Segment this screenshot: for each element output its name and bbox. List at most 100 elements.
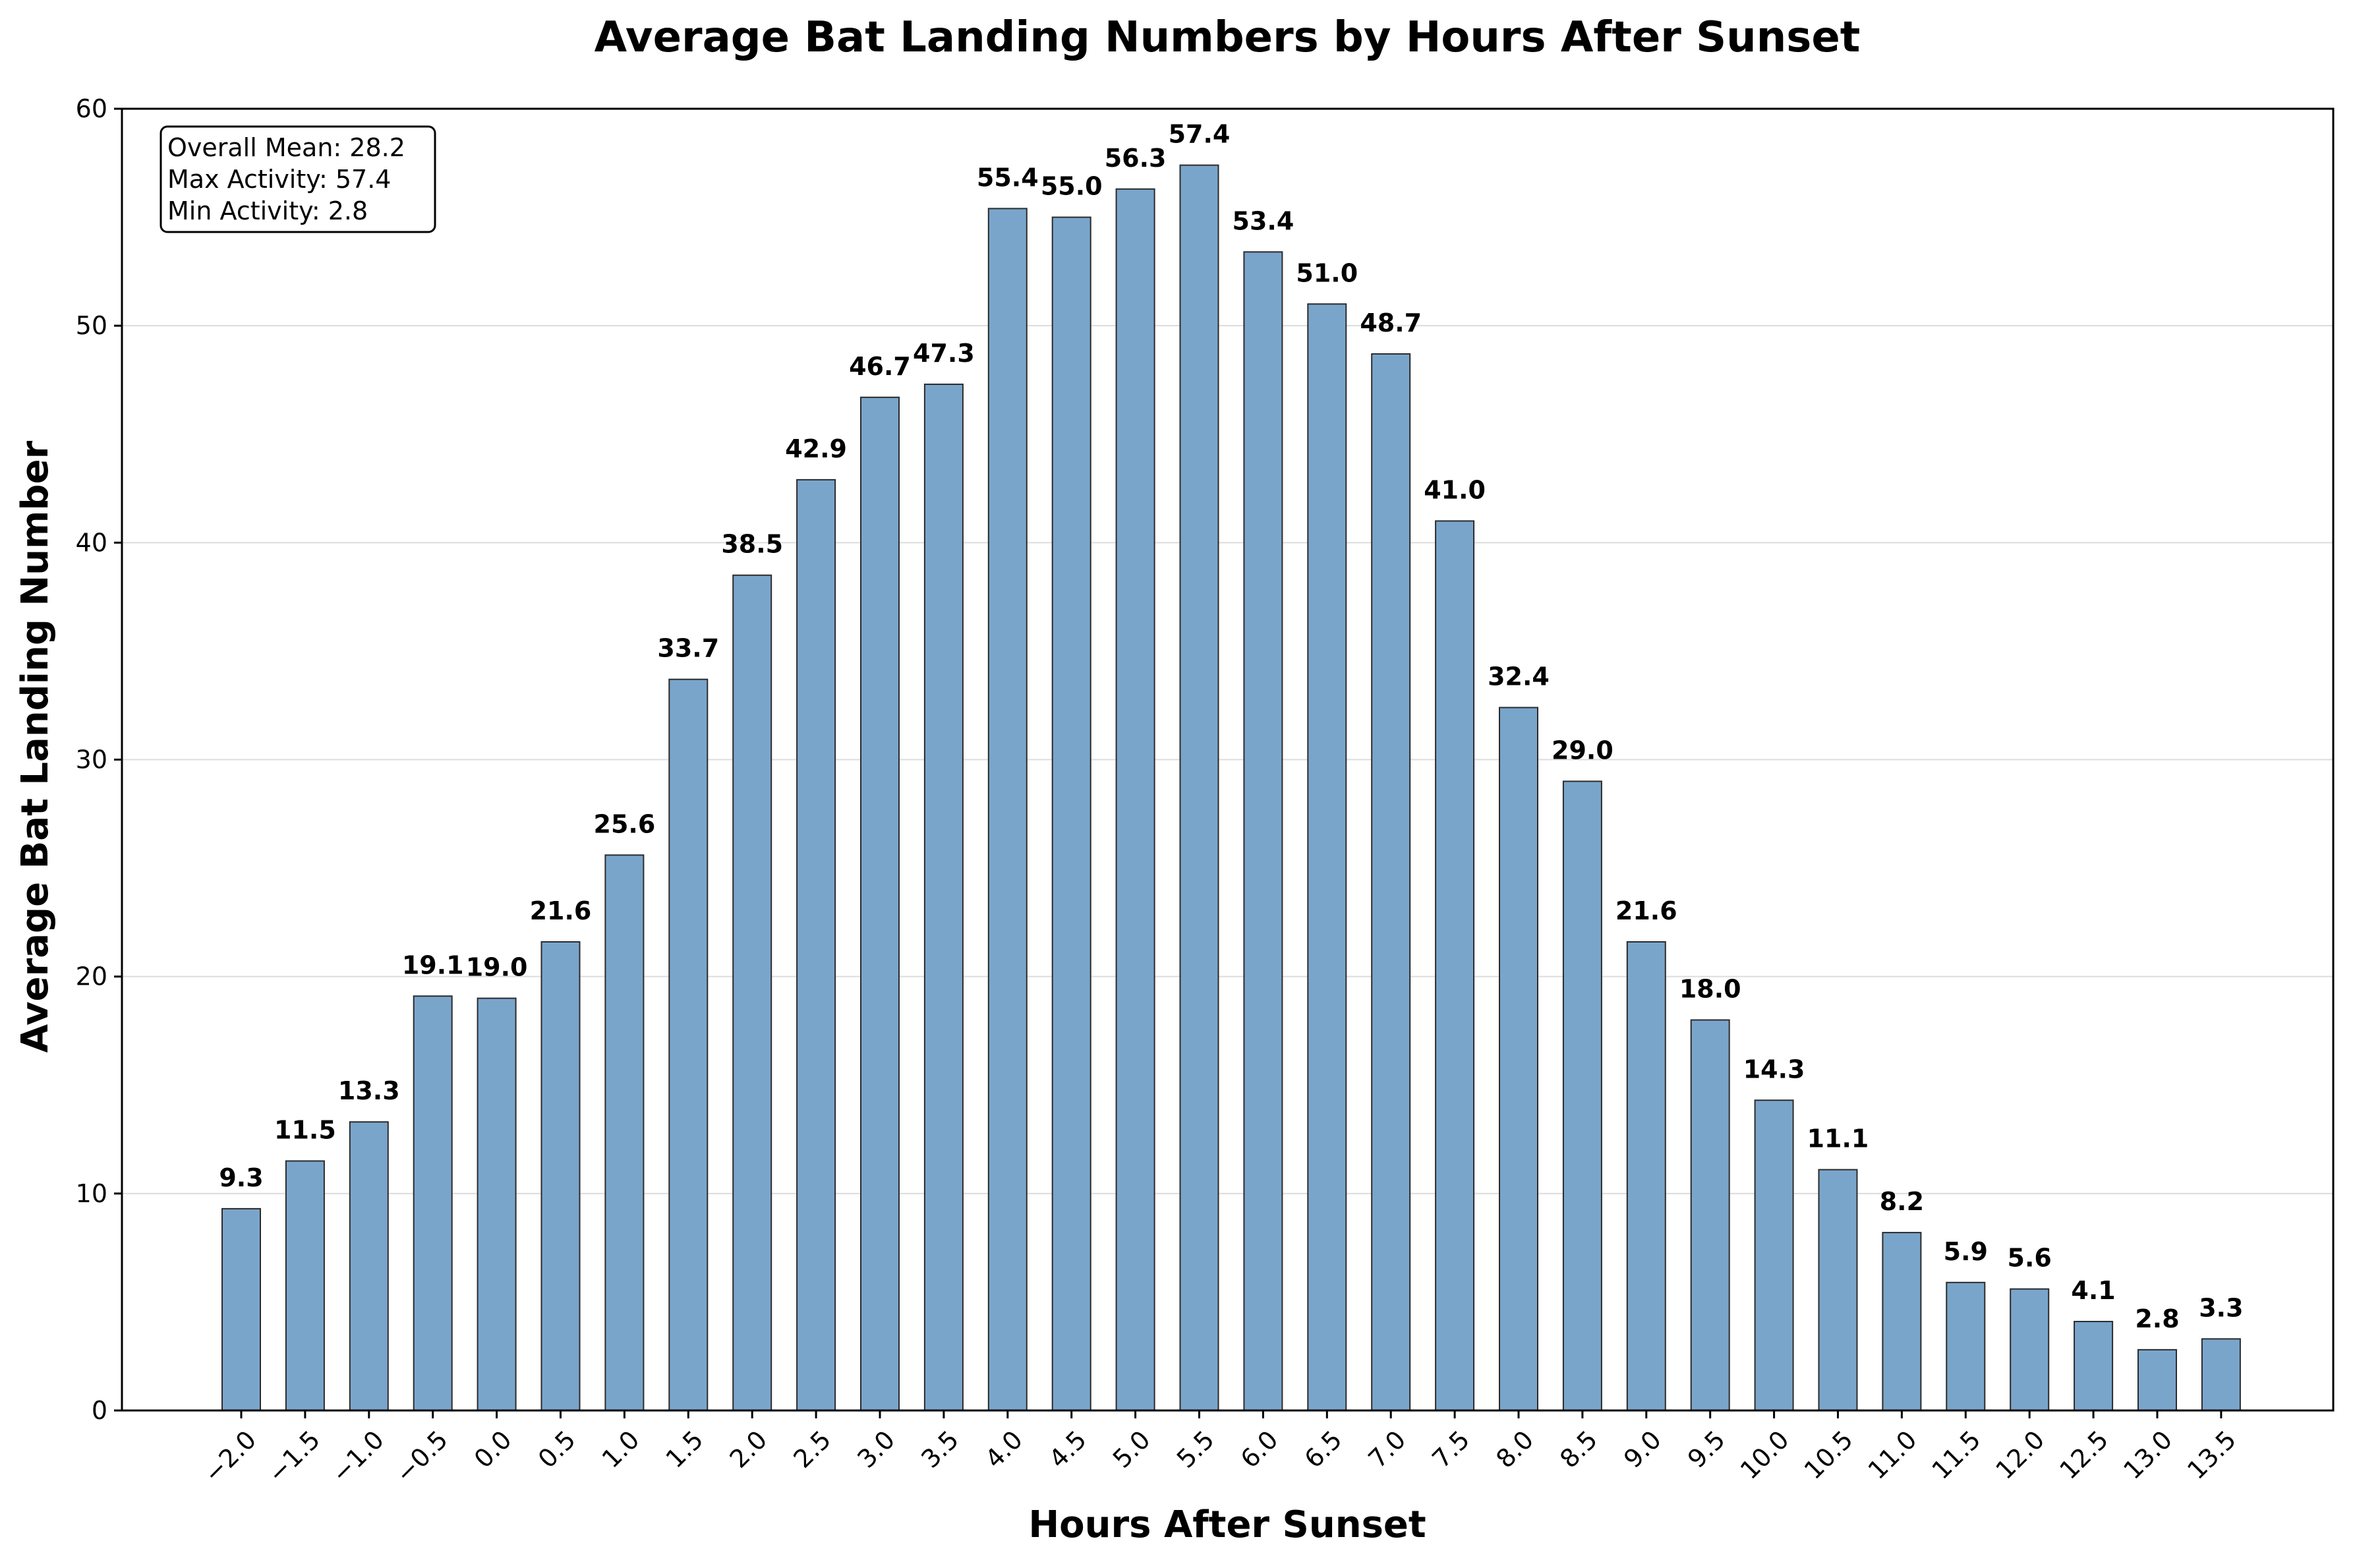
data-label: 56.3: [1105, 144, 1167, 173]
bar: [860, 396, 900, 1412]
stats-mean: Overall Mean: 28.2: [167, 133, 405, 162]
data-label: 57.4: [1169, 120, 1231, 149]
x-tick-label: 2.5: [788, 1425, 836, 1474]
bar: [1243, 251, 1283, 1411]
x-tick-label: 5.5: [1171, 1425, 1220, 1474]
x-tick-label: 12.5: [2054, 1425, 2114, 1485]
x-tick-label: 6.0: [1235, 1425, 1284, 1474]
data-label: 3.3: [2199, 1293, 2243, 1322]
bar: [1562, 780, 1602, 1411]
data-label: 13.3: [338, 1076, 400, 1105]
x-tick-label: 7.5: [1426, 1425, 1475, 1474]
bar: [923, 384, 964, 1412]
grid-lines: [122, 325, 2333, 1194]
y-tick-label: 20: [76, 962, 107, 991]
bar: [1307, 303, 1347, 1411]
y-tick-label: 60: [76, 94, 107, 123]
data-label: 47.3: [913, 339, 975, 368]
x-tick-label: 11.5: [1927, 1425, 1987, 1485]
stats-box-frame: [160, 125, 436, 233]
bar: [1690, 1019, 1730, 1411]
x-tick-label: −1.0: [326, 1425, 390, 1488]
x-tick-label: 13.0: [2118, 1425, 2178, 1485]
data-label: 8.2: [1880, 1187, 1924, 1216]
bar: [796, 479, 836, 1411]
data-label: 11.5: [274, 1115, 336, 1144]
bar: [1179, 164, 1219, 1411]
bar: [1882, 1232, 1922, 1412]
bar: [1435, 520, 1475, 1412]
y-tick-label: 40: [76, 528, 107, 557]
bar: [668, 678, 709, 1411]
x-tick-label: 4.0: [979, 1425, 1028, 1474]
x-tick-label: 10.0: [1735, 1425, 1795, 1485]
bar: [349, 1121, 389, 1412]
data-label: 46.7: [849, 352, 911, 381]
x-tick-label: 13.5: [2182, 1425, 2242, 1485]
data-label: 4.1: [2071, 1276, 2115, 1305]
data-label: 25.6: [594, 809, 656, 838]
x-tick-label: 8.5: [1554, 1425, 1603, 1474]
data-label: 19.1: [402, 950, 464, 979]
y-axis-label: Average Bat Landing Number: [14, 440, 57, 1053]
x-tick-label: 12.0: [1990, 1425, 2050, 1485]
plot-frame: [121, 107, 2335, 1412]
x-tick-label: 2.0: [724, 1425, 773, 1474]
data-label: 55.4: [977, 163, 1039, 192]
data-label: 19.0: [466, 953, 528, 982]
bar: [1754, 1099, 1794, 1411]
x-tick-label: −0.5: [390, 1425, 453, 1488]
x-tick-label: −2.0: [198, 1425, 262, 1488]
bar: [1946, 1281, 1986, 1411]
data-label: 32.4: [1488, 662, 1550, 691]
x-tick-label: 8.0: [1490, 1425, 1539, 1474]
bar: [987, 208, 1028, 1412]
bars: [221, 164, 2241, 1412]
x-tick-label: 10.5: [1799, 1425, 1859, 1485]
x-tick-label: 4.5: [1043, 1425, 1092, 1474]
x-tick-label: 6.5: [1299, 1425, 1348, 1474]
bar: [2074, 1321, 2114, 1411]
y-tick-label: 10: [76, 1179, 107, 1208]
bar: [540, 941, 581, 1411]
bar: [2201, 1338, 2241, 1411]
data-label: 5.6: [2008, 1244, 2052, 1273]
bar: [1818, 1169, 1858, 1411]
x-tick-label: 7.0: [1363, 1425, 1412, 1474]
bar: [604, 854, 645, 1412]
x-tick-label: 3.5: [915, 1425, 964, 1474]
x-tick-label: 9.5: [1682, 1425, 1731, 1474]
data-label: 42.9: [785, 434, 847, 463]
bar: [1051, 216, 1091, 1411]
data-labels: 9.3 11.513.3 19.1 19.021.6 25.6 33.7 38.5 42.9 4…: [219, 120, 2243, 1333]
bar: [1371, 353, 1411, 1411]
x-tick-label: 9.0: [1618, 1425, 1667, 1474]
data-label: 33.7: [657, 634, 719, 663]
data-label: 18.0: [1679, 975, 1741, 1004]
data-label: 48.7: [1360, 308, 1422, 337]
bar: [285, 1160, 325, 1412]
data-label: 2.8: [2135, 1304, 2179, 1333]
bar: [1115, 188, 1155, 1412]
x-tick-label: 3.0: [852, 1425, 900, 1474]
data-label: 5.9: [1944, 1237, 1988, 1266]
bar: [2137, 1349, 2177, 1412]
chart-title: Average Bat Landing Numbers by Hours Aft…: [595, 13, 1861, 62]
x-tick-label: 11.0: [1863, 1425, 1923, 1485]
data-label: 9.3: [219, 1163, 263, 1192]
bar: [1626, 941, 1666, 1411]
data-label: 53.4: [1233, 206, 1294, 235]
data-label: 14.3: [1743, 1055, 1805, 1084]
data-label: 51.0: [1296, 258, 1358, 287]
y-tick-label: 0: [92, 1396, 107, 1425]
x-tick-label: 1.0: [596, 1425, 645, 1474]
data-label: 11.1: [1807, 1124, 1869, 1153]
bar: [221, 1207, 261, 1411]
data-label: 38.5: [721, 530, 783, 559]
y-tick-label: 50: [76, 311, 107, 340]
data-label: 21.6: [530, 896, 592, 925]
x-tick-label: 5.0: [1107, 1425, 1156, 1474]
data-label: 55.0: [1041, 172, 1103, 201]
